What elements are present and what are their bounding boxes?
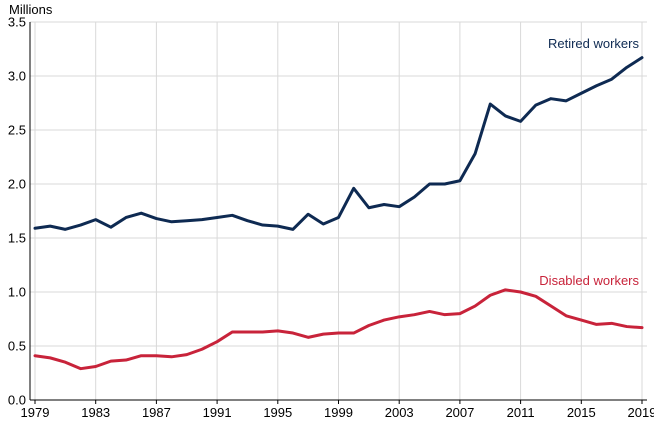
series-label-disabled-workers: Disabled workers bbox=[539, 273, 639, 288]
x-tick-label: 1979 bbox=[21, 405, 50, 420]
y-axis-ticks: 0.0 0.5 1.0 1.5 2.0 2.5 3.0 3.5 bbox=[8, 15, 26, 408]
series-label-retired-workers: Retired workers bbox=[548, 36, 640, 51]
y-tick-label: 3.5 bbox=[8, 15, 26, 30]
series-labels: Retired workers Disabled workers bbox=[539, 36, 639, 288]
x-axis-ticks: 1979 1983 1987 1991 1995 1999 2003 2007 2011 2015… bbox=[21, 400, 654, 420]
x-tick-label: 2019 bbox=[628, 405, 654, 420]
y-tick-label: 1.5 bbox=[8, 231, 26, 246]
x-tick-label: 2015 bbox=[567, 405, 596, 420]
y-axis-unit-label: Millions bbox=[9, 2, 53, 17]
series-lines bbox=[33, 56, 644, 371]
y-tick-label: 3.0 bbox=[8, 69, 26, 84]
y-tick-label: 2.5 bbox=[8, 123, 26, 138]
x-tick-label: 1983 bbox=[81, 405, 110, 420]
x-tick-label: 1995 bbox=[263, 405, 292, 420]
y-tick-label: 0.0 bbox=[8, 393, 26, 408]
x-tick-label: 1999 bbox=[324, 405, 353, 420]
y-tick-label: 1.0 bbox=[8, 285, 26, 300]
x-tick-label: 1987 bbox=[142, 405, 171, 420]
y-tick-label: 0.5 bbox=[8, 339, 26, 354]
x-tick-label: 2007 bbox=[445, 405, 474, 420]
x-tick-label: 1991 bbox=[203, 405, 232, 420]
x-tick-label: 2003 bbox=[385, 405, 414, 420]
y-tick-label: 2.0 bbox=[8, 177, 26, 192]
gridlines bbox=[30, 21, 647, 400]
x-tick-label: 2011 bbox=[507, 405, 535, 420]
